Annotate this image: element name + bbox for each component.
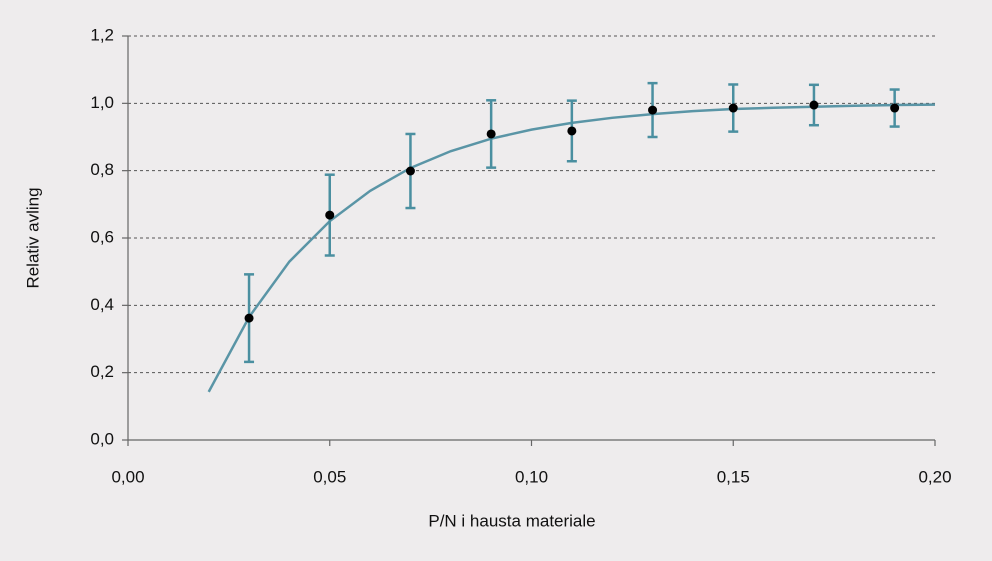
y-tick-label: 0,0 (90, 429, 114, 448)
data-point (567, 126, 577, 136)
y-axis-label: Relativ avling (23, 187, 42, 288)
x-tick-label: 0,15 (717, 467, 750, 486)
data-point (728, 103, 738, 113)
data-point (405, 166, 415, 176)
y-tick-label: 0,2 (90, 362, 114, 381)
data-point (890, 103, 900, 113)
x-tick-label: 0,10 (515, 467, 548, 486)
y-tick-label: 0,4 (90, 295, 114, 314)
data-point (486, 129, 496, 139)
data-point (325, 210, 335, 220)
data-point (244, 313, 254, 323)
x-tick-label: 0,00 (111, 467, 144, 486)
y-tick-label: 1,2 (90, 25, 114, 44)
data-point (809, 100, 819, 110)
y-tick-label: 1,0 (90, 93, 114, 112)
y-tick-label: 0,8 (90, 160, 114, 179)
x-tick-label: 0,05 (313, 467, 346, 486)
x-axis-label: P/N i hausta materiale (428, 511, 595, 530)
data-point (648, 105, 658, 115)
y-tick-label: 0,6 (90, 227, 114, 246)
x-tick-label: 0,20 (918, 467, 951, 486)
